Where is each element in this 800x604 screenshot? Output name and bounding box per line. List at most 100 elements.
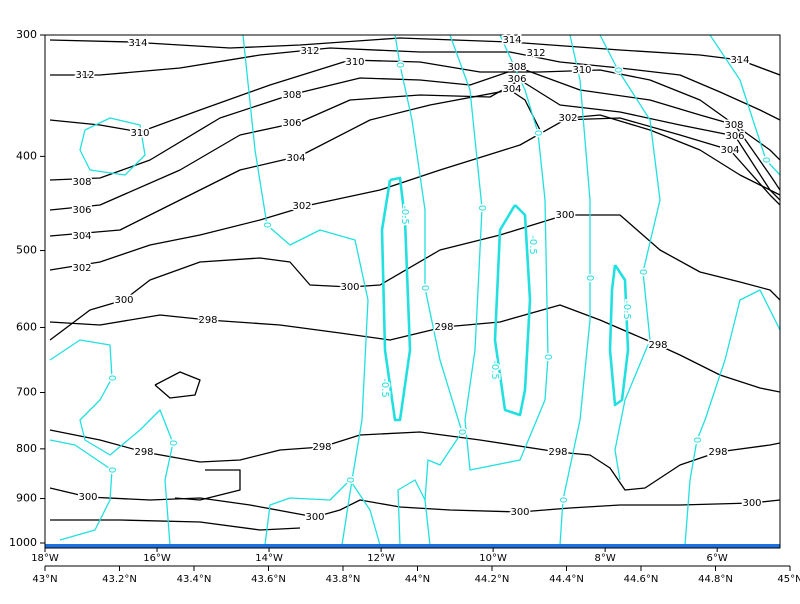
theta-contour-label: 298 <box>548 447 567 458</box>
theta-contour-label: 312 <box>300 46 319 57</box>
w-contour-label: 0 <box>419 285 430 291</box>
w-contour <box>264 479 381 546</box>
x-tick-label: 44.6°N <box>624 574 659 585</box>
theta-contour <box>49 37 780 76</box>
surface <box>45 544 780 548</box>
theta-contour <box>49 304 780 393</box>
theta-contour-label: 298 <box>198 315 217 326</box>
theta-contour <box>49 214 780 341</box>
theta-contour-label: 308 <box>282 90 301 101</box>
theta-contour-label: 312 <box>526 48 545 59</box>
w-contour <box>49 439 113 541</box>
w-contour <box>49 339 174 546</box>
w-contour-label: -0.5 <box>527 235 538 255</box>
theta-contour-label: 306 <box>507 74 526 85</box>
y-tick-label: 1000 <box>9 536 37 549</box>
theta-contour-label: 310 <box>130 128 149 139</box>
w-contour-label: 0 <box>557 497 568 503</box>
w-contour-label: 0 <box>106 467 117 473</box>
theta-contour-label: 300 <box>742 498 761 509</box>
theta-contour-label: 298 <box>312 442 331 453</box>
w-contour <box>380 176 412 422</box>
theta-contour <box>559 117 780 206</box>
theta-contour-label: 298 <box>134 447 153 458</box>
w-contour-label: 0 <box>261 222 272 228</box>
theta-contour-label: 302 <box>292 201 311 212</box>
theta-contour-label: 306 <box>72 205 91 216</box>
theta-contour-label: 314 <box>502 35 521 46</box>
theta-contour-label: 304 <box>72 231 91 242</box>
x-tick-label: 44°N <box>405 574 430 585</box>
theta-contour-label: 308 <box>507 62 526 73</box>
y-tick-label: 900 <box>16 492 37 505</box>
w-contour-label: 0 <box>344 477 355 483</box>
theta-contour-label: 298 <box>434 322 453 333</box>
x2-tick-label: 6°W <box>707 553 728 564</box>
w-contour-label: 0 <box>394 62 405 68</box>
x-tick-label: 43.4°N <box>177 574 212 585</box>
theta-contour <box>49 67 780 191</box>
theta-contour-label: 300 <box>510 507 529 518</box>
plot-area <box>45 35 780 548</box>
x2-tick-label: 16°W <box>143 553 171 564</box>
x-tick-label: 43.8°N <box>326 574 361 585</box>
plot-frame <box>44 34 781 549</box>
theta-contour-label: 308 <box>724 120 743 131</box>
theta-contour-label: 312 <box>75 70 94 81</box>
theta-contour-label: 300 <box>78 492 97 503</box>
y-tick-label: 300 <box>16 28 37 41</box>
w-contour-label: 0 <box>106 375 117 381</box>
theta-contour-label: 314 <box>128 38 147 49</box>
x2-tick-label: 14°W <box>255 553 283 564</box>
theta-contour-label: 306 <box>282 118 301 129</box>
theta-contour-label: 308 <box>72 177 91 188</box>
theta-contour-label: 298 <box>648 340 667 351</box>
theta-contour-label: 314 <box>730 55 749 66</box>
w-contour <box>449 35 549 471</box>
w-contour-label: 0 <box>584 275 595 281</box>
theta-contour <box>49 114 780 271</box>
x-tick-label: 44.8°N <box>698 574 733 585</box>
w-contour-label: 0 <box>476 205 487 211</box>
w-contour-label: 0 <box>637 269 648 275</box>
theta-contour <box>49 79 780 211</box>
x2-tick-label: 8°W <box>595 553 616 564</box>
x-tick-label: 43.2°N <box>102 574 137 585</box>
theta-contour-label: 300 <box>305 512 324 523</box>
theta-contour <box>50 519 301 531</box>
w-contour <box>709 35 780 176</box>
theta-contour-label: 304 <box>720 145 739 156</box>
y-tick-label: 700 <box>16 386 37 399</box>
theta-contour-label: 300 <box>340 282 359 293</box>
theta-contour-label: 302 <box>558 113 577 124</box>
x-tick-label: 44.2°N <box>475 574 510 585</box>
w-contour-label: -0.5 <box>489 360 500 380</box>
x-tick-label: 44.4°N <box>549 574 584 585</box>
theta-contour <box>50 47 780 121</box>
theta-contour-label: 310 <box>572 65 591 76</box>
w-contour <box>608 264 630 407</box>
w-contour-label: -0.5 <box>399 205 410 225</box>
w-contour-label: 0 <box>691 437 702 443</box>
theta-contour-label: 300 <box>555 210 574 221</box>
w-contour-label: 0 <box>532 130 543 136</box>
y-tick-label: 400 <box>16 149 37 162</box>
y-tick-label: 500 <box>16 244 37 257</box>
w-contour-label: 0 <box>456 429 467 435</box>
w-contour <box>559 35 591 546</box>
theta-contour <box>174 469 241 501</box>
w-contour-label: 0 <box>542 354 553 360</box>
w-contour <box>394 35 463 546</box>
y-tick-label: 800 <box>16 442 37 455</box>
y-tick-label: 600 <box>16 320 37 333</box>
x2-tick-label: 10°W <box>479 553 507 564</box>
theta-contour-label: 302 <box>72 263 91 274</box>
x-tick-label: 43.6°N <box>251 574 286 585</box>
w-contour <box>493 204 532 417</box>
x2-tick-label: 18°W <box>31 553 59 564</box>
theta-contour <box>49 429 780 491</box>
theta-contour-label: 298 <box>708 447 727 458</box>
w-contour <box>79 117 146 176</box>
w-contour <box>242 35 369 546</box>
